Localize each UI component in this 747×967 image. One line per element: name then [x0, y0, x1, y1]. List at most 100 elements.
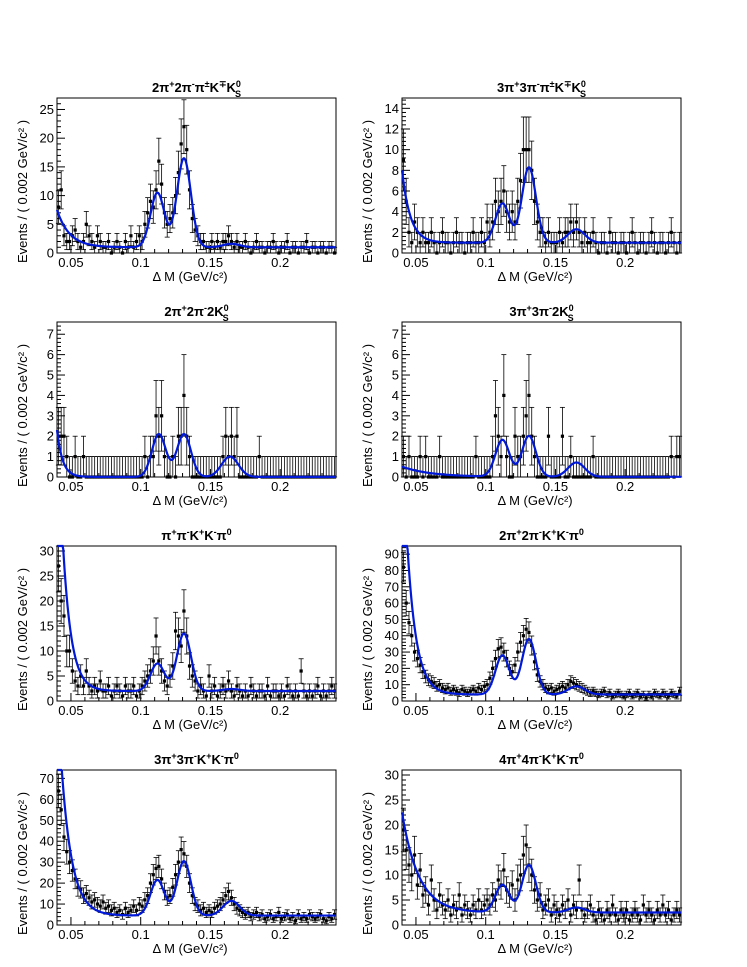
x-tick-label: 0.1	[132, 927, 150, 942]
data-point	[615, 914, 621, 926]
data-point	[403, 590, 409, 617]
data-point	[329, 456, 335, 479]
fit-curve	[400, 812, 681, 914]
y-axis-label: Events / ( 0.002 GeV/c² )	[15, 344, 30, 487]
y-tick-label: 60	[40, 792, 54, 807]
data-point	[573, 679, 579, 691]
data-point	[671, 907, 677, 923]
fit-curve	[55, 156, 336, 249]
x-tick-label: 0.05	[58, 255, 83, 270]
y-tick-label: 0	[47, 694, 54, 709]
data-point	[103, 456, 109, 479]
x-axis-label: Δ M (GeV/c²)	[153, 493, 228, 508]
chart-title: 2π+2π-π±K∓K0 S	[152, 79, 241, 99]
data-point	[554, 900, 560, 920]
x-tick-label: 0.2	[616, 927, 634, 942]
y-tick-label: 2	[392, 429, 399, 444]
x-axis-label: Δ M (GeV/c²)	[498, 493, 573, 508]
data-point	[612, 456, 618, 479]
y-tick-label: 25	[40, 102, 54, 117]
data-point	[312, 456, 318, 479]
y-axis-label: Events / ( 0.002 GeV/c² )	[15, 120, 30, 263]
x-axis-label: Δ M (GeV/c²)	[498, 941, 573, 956]
data-point	[607, 907, 613, 923]
y-tick-label: 20	[40, 594, 54, 609]
data-point	[596, 900, 602, 920]
x-tick-label: 0.15	[543, 479, 568, 494]
data-point	[153, 617, 159, 655]
data-point	[226, 882, 232, 901]
data-point	[635, 907, 641, 923]
data-point	[267, 456, 273, 479]
fit-curve	[57, 544, 336, 693]
x-tick-label: 0.05	[403, 703, 428, 718]
data-point	[226, 225, 232, 247]
data-point	[426, 894, 432, 916]
data-point	[117, 456, 123, 479]
data-point	[156, 137, 162, 185]
y-tick-label: 7	[47, 327, 54, 342]
data-point	[646, 900, 652, 920]
data-point	[442, 684, 448, 695]
chart-panel-1: 0.05 0.1 0.15 0.2 0 5 10 15 20 25 2π+2π-π±K∓K0 S Δ M…	[15, 79, 338, 284]
data-point	[624, 900, 630, 920]
y-tick-label: 30	[385, 645, 399, 660]
data-point	[654, 456, 660, 479]
x-tick-label: 0.05	[58, 927, 83, 942]
data-point	[434, 456, 440, 479]
x-tick-label: 0.2	[616, 703, 634, 718]
y-tick-label: 6	[392, 184, 399, 199]
x-tick-label: 0.15	[198, 255, 223, 270]
data-point	[654, 900, 660, 920]
data-point	[234, 676, 240, 696]
data-point	[618, 456, 624, 479]
data-point	[153, 170, 159, 210]
data-point	[72, 670, 78, 692]
x-tick-label: 0.1	[477, 479, 495, 494]
data-point	[632, 900, 638, 920]
data-point	[220, 676, 226, 696]
data-point	[515, 435, 521, 478]
x-tick-label: 0.2	[271, 479, 289, 494]
y-tick-label: 14	[385, 101, 399, 116]
y-tick-label: 12	[385, 122, 399, 137]
data-point	[643, 456, 649, 479]
y-tick-label: 25	[385, 793, 399, 808]
y-tick-label: 20	[385, 661, 399, 676]
y-tick-label: 5	[47, 217, 54, 232]
data-point	[629, 456, 635, 479]
data-point	[573, 900, 579, 920]
data-point	[451, 894, 457, 916]
data-point	[89, 232, 95, 251]
data-point	[660, 456, 666, 479]
data-point	[298, 456, 304, 479]
y-tick-label: 4	[392, 204, 399, 219]
data-point	[86, 225, 92, 247]
data-point	[615, 456, 621, 479]
y-axis-label: Events / ( 0.002 GeV/c² )	[360, 792, 375, 935]
y-axis-label: Events / ( 0.002 GeV/c² )	[360, 568, 375, 711]
data-point	[629, 907, 635, 923]
plot-frame	[401, 545, 682, 702]
x-tick-label: 0.15	[543, 927, 568, 942]
data-point	[545, 888, 551, 912]
data-point	[173, 611, 179, 651]
chart-title: 3π+3π-2K0 S	[509, 303, 573, 323]
data-point	[479, 900, 485, 920]
data-point	[287, 456, 293, 479]
y-tick-label: 7	[392, 327, 399, 342]
data-point	[512, 203, 518, 241]
y-tick-label: 15	[385, 843, 399, 858]
data-point	[231, 690, 237, 702]
y-tick-label: 20	[40, 876, 54, 891]
x-tick-label: 0.1	[477, 703, 495, 718]
y-tick-label: 4	[47, 388, 54, 403]
data-point	[284, 456, 290, 479]
y-tick-label: 0	[392, 246, 399, 261]
y-tick-label: 0	[392, 918, 399, 933]
y-tick-label: 10	[385, 677, 399, 692]
data-point	[492, 649, 498, 668]
data-point	[420, 456, 426, 479]
data-point	[106, 456, 112, 479]
data-point	[476, 682, 482, 693]
